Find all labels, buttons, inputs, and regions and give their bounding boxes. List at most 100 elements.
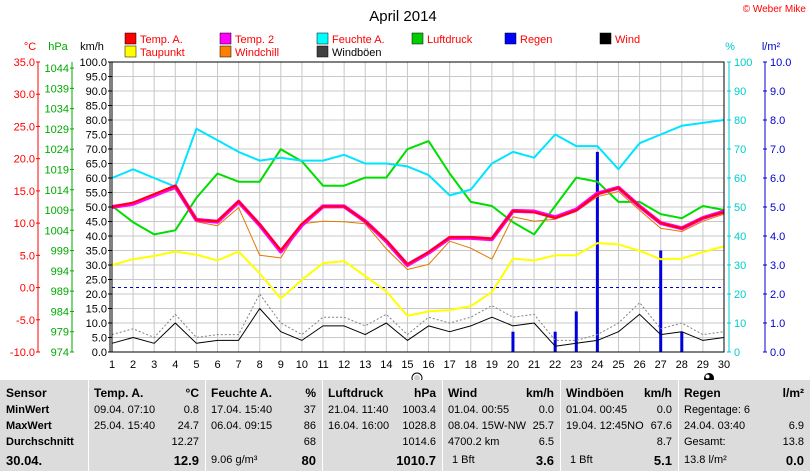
legend-label: Taupunkt [140,47,185,59]
tick-label: 3.0 [770,260,785,272]
tick-label: 30 [734,260,746,272]
axes: 35.030.025.020.015.010.05.00.0-5.0-10.01… [10,57,792,371]
tick-label: 75.0 [86,130,107,142]
tick-label: 100.0 [79,57,107,69]
rain-unit: l/m² [782,386,804,400]
tick-label: 1009 [45,205,69,217]
axis-unit: °C [24,41,36,53]
wind-header: Wind [448,386,478,400]
tick-label: 4.0 [770,231,785,243]
pressure-avg: 1014.6 [402,436,436,448]
tick-label: 20.0 [14,154,35,166]
x-tick-label: 2 [130,359,136,371]
tick-label: 25.0 [86,275,107,287]
tick-label: 90 [734,86,746,98]
rain-bar [595,151,599,352]
rain-total: 13.8 [782,436,804,448]
humidity-max-time: 06.04. 09:15 [211,420,273,432]
rain-bar [680,331,684,352]
x-tick-label: 20 [507,359,519,371]
x-tick-label: 27 [655,359,667,371]
tick-label: 20.0 [86,289,107,301]
series-lines [111,119,725,347]
tick-label: 85.0 [86,101,107,113]
legend-label: Windchill [235,47,279,59]
pressure-header: Luftdruck [328,386,384,400]
x-tick-label: 22 [549,359,561,371]
series-line-taupunkt [111,242,725,317]
x-tick-label: 28 [676,359,688,371]
x-tick-label: 29 [697,359,709,371]
gust-column: Windböen km/h 01.04. 00:45 0.0 19.04. 12… [560,380,679,471]
tick-label: 2.0 [770,289,785,301]
temp-current: 12.9 [173,453,199,468]
axis-unit: l/m² [762,41,781,53]
legend-swatch [219,45,232,58]
x-tick-label: 14 [380,359,392,371]
legend-swatch [599,32,612,45]
legend-label: Regen [520,34,552,46]
tick-label: 50.0 [86,202,107,214]
rain-days: Regentage: 6 [684,404,751,416]
legend-label: Luftdruck [427,34,473,46]
chart-background [0,0,810,380]
chart-title: April 2014 [369,8,437,25]
temp-avg: 12.27 [171,436,199,448]
tick-label: 5.0 [92,333,107,345]
tick-label: 35.0 [86,246,107,258]
tick-label: 10.0 [86,318,107,330]
legend-swatch [411,32,424,45]
temp-header: Temp. A. [94,386,144,400]
axis-unit: hPa [48,41,68,53]
legend-swatch [219,32,232,45]
tick-label: 9.0 [770,86,785,98]
grid [111,61,725,353]
x-tick-label: 6 [214,359,220,371]
humidity-header: Feuchte A. [211,386,272,400]
tick-label: 40 [734,231,746,243]
tick-label: 45.0 [86,217,107,229]
tick-label: 0.0 [770,347,785,359]
rain-bar [511,331,515,352]
tick-label: -5.0 [16,315,35,327]
gust-max-value: 67.6 [650,420,672,432]
temp-max-time: 25.04. 15:40 [94,420,156,432]
legend-label: Temp. 2 [235,34,274,46]
wind-column: Wind km/h 01.04. 00:55 0.0 08.04. 15W-NW… [442,380,561,471]
tick-label: 979 [51,327,69,339]
tick-label: 15.0 [86,304,107,316]
pressure-unit: hPa [413,386,436,400]
x-tick-label: 15 [401,359,413,371]
tick-label: 6.0 [770,173,785,185]
gust-min-time: 01.04. 00:45 [566,404,628,416]
x-tick-label: 3 [151,359,157,371]
legend-label: Wind [615,34,640,46]
tick-label: 35.0 [14,57,35,69]
rain-bar [659,250,663,352]
legend-swatch [316,32,329,45]
legend-label: Windböen [332,47,382,59]
legend-swatch [124,45,137,58]
new-moon-icon-highlight [705,374,710,379]
x-tick-label: 9 [278,359,284,371]
tick-label: 999 [51,246,69,258]
humidity-min-time: 17.04. 15:40 [211,404,273,416]
tick-label: 30.0 [14,89,35,101]
tick-label: 1024 [45,144,69,156]
x-tick-label: 10 [296,359,308,371]
gust-max-time: 19.04. 12:45NO [566,420,644,432]
rain-bar [574,311,578,352]
gust-bft: 1 Bft [570,454,593,466]
axis-unit: % [725,41,735,53]
tick-label: 40.0 [86,231,107,243]
temp-column: Temp. A. °C 09.04. 07:10 0.8 25.04. 15:4… [88,380,206,471]
rain-bar [553,331,557,352]
tick-label: 15.0 [14,186,35,198]
weather-chart: April 2014 © Weber Mike Temp. A. Temp. 2 F… [0,0,810,380]
x-tick-label: 23 [570,359,582,371]
tick-label: 1039 [45,83,69,95]
x-tick-label: 12 [338,359,350,371]
tick-label: 25.0 [14,121,35,133]
series-line-feuchte-a [111,119,725,197]
rain-column: Regen l/m² Regentage: 6 24.04. 03:40 6.9… [678,380,810,471]
